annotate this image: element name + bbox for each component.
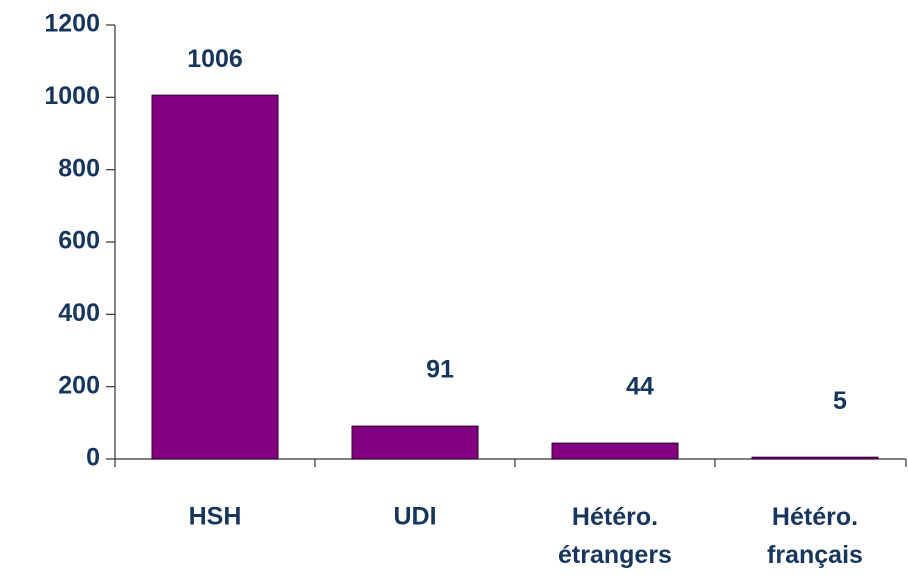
y-tick-label: 400 (58, 299, 100, 327)
x-tick-label: HSH (189, 503, 242, 531)
y-tick-label: 1000 (44, 82, 100, 110)
x-tick-label: UDI (393, 503, 436, 531)
value-label: 91 (426, 356, 454, 384)
x-tick-label: Hétéro. français (767, 503, 863, 569)
y-tick-label: 0 (86, 444, 100, 472)
bar (351, 425, 479, 460)
y-tick-label: 1200 (44, 10, 100, 38)
bar (751, 456, 879, 460)
value-label: 44 (626, 373, 654, 401)
bar (151, 94, 279, 460)
x-tick-label: Hétéro. étrangers (558, 503, 672, 569)
value-label: 5 (833, 387, 847, 415)
bar (551, 442, 679, 460)
y-tick-label: 200 (58, 371, 100, 399)
y-tick-label: 600 (58, 227, 100, 255)
value-label: 1006 (187, 45, 243, 73)
y-tick-label: 800 (58, 154, 100, 182)
